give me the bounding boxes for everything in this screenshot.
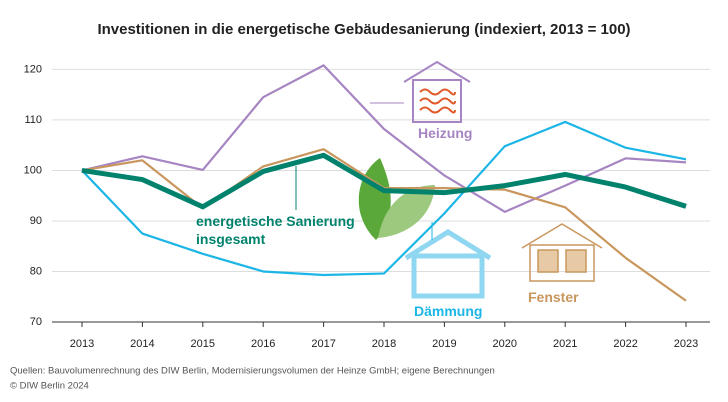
x-tick-label: 2017: [311, 338, 335, 350]
x-tick-label: 2016: [251, 338, 275, 350]
series-line: [81, 120, 687, 277]
y-tick-label: 80: [30, 265, 42, 277]
series-label: energetische Sanierung insgesamt: [196, 213, 355, 247]
series-label: Dämmung: [414, 303, 483, 319]
series-label: Heizung: [418, 125, 473, 141]
x-tick-label: 2018: [372, 338, 396, 350]
y-tick-label: 90: [30, 215, 42, 227]
y-tick-label: 70: [30, 316, 42, 328]
series-label: Fenster: [528, 289, 579, 305]
y-tick-label: 110: [24, 114, 42, 126]
x-tick-label: 2013: [70, 338, 94, 350]
series-line: [81, 152, 687, 210]
x-tick-label: 2023: [674, 338, 698, 350]
window-icon: [521, 223, 603, 282]
y-tick-label: 120: [24, 63, 42, 75]
x-tick-label: 2022: [613, 338, 637, 350]
x-tick-label: 2014: [130, 338, 154, 350]
chart-title: Investitionen in die energetische Gebäud…: [97, 21, 630, 38]
source: Quellen: Bauvolumenrechnung des DIW Berl…: [10, 366, 495, 377]
x-tick-label: 2021: [553, 338, 577, 350]
copyright: © DIW Berlin 2024: [10, 381, 89, 392]
insulation-icon: [404, 229, 492, 299]
heating-icon: [403, 60, 471, 123]
x-tick-label: 2015: [191, 338, 215, 350]
y-tick-label: 100: [24, 164, 42, 176]
x-tick-label: 2020: [493, 338, 517, 350]
x-tick-label: 2019: [432, 338, 456, 350]
